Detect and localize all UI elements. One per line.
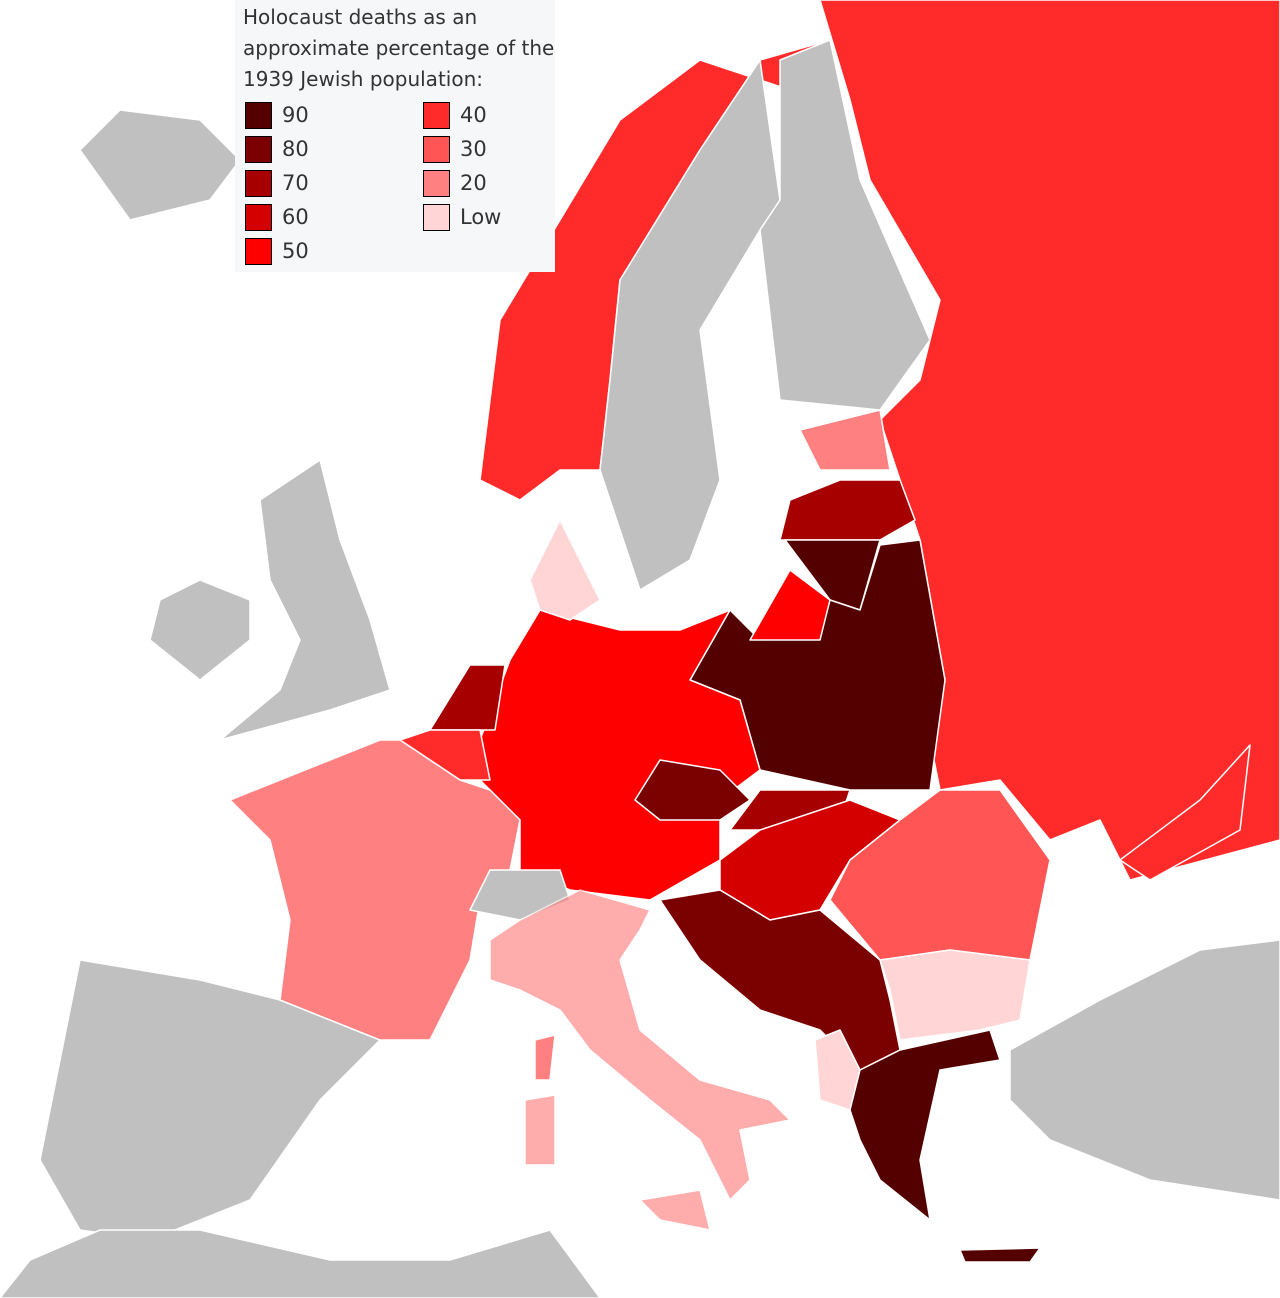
legend-item: Low — [423, 203, 501, 231]
legend-swatch — [423, 101, 450, 129]
legend-item: 80 — [245, 135, 309, 163]
turkey — [1009, 939, 1280, 1201]
bohemia-moravia — [634, 759, 751, 821]
britain — [219, 459, 391, 741]
legend-swatch — [245, 237, 272, 265]
legend-label: 50 — [282, 239, 309, 263]
legend-item: 30 — [423, 135, 487, 163]
legend-label: 40 — [460, 103, 487, 127]
latvia — [779, 479, 916, 541]
legend-swatch — [423, 169, 450, 197]
legend-label: 60 — [282, 205, 309, 229]
estonia — [799, 409, 891, 471]
legend-item: 20 — [423, 169, 487, 197]
yugoslavia — [659, 889, 901, 1071]
sicily — [639, 1189, 711, 1231]
east-prussia — [749, 569, 831, 641]
legend-item: 90 — [245, 101, 309, 129]
legend-swatch — [245, 135, 272, 163]
legend-swatch — [423, 203, 450, 231]
bulgaria — [879, 949, 1031, 1041]
legend-swatch — [245, 203, 272, 231]
north-africa — [0, 1229, 601, 1298]
legend-swatch — [423, 135, 450, 163]
sardinia — [524, 1094, 556, 1166]
italy — [489, 889, 791, 1201]
iceland — [79, 109, 241, 221]
legend-label: 20 — [460, 171, 487, 195]
finland — [759, 39, 931, 411]
crete — [959, 1247, 1041, 1263]
legend-items: 90 80 70 60 50 40 30 20 Low — [243, 101, 547, 271]
legend-item: 40 — [423, 101, 487, 129]
corsica — [534, 1034, 556, 1081]
legend-label: 70 — [282, 171, 309, 195]
legend: Holocaust deaths as an approximate perce… — [235, 0, 555, 272]
france — [229, 739, 521, 1041]
legend-swatch — [245, 169, 272, 197]
legend-label: Low — [460, 205, 502, 229]
greece — [849, 1029, 1001, 1221]
legend-swatch — [245, 101, 272, 129]
denmark — [529, 519, 601, 621]
germany-austria — [479, 609, 761, 901]
ireland — [149, 579, 251, 681]
legend-item: 60 — [245, 203, 309, 231]
legend-item: 50 — [245, 237, 309, 265]
legend-label: 30 — [460, 137, 487, 161]
legend-title: Holocaust deaths as an approximate perce… — [243, 5, 555, 91]
legend-label: 90 — [282, 103, 309, 127]
netherlands — [429, 664, 506, 731]
legend-item: 70 — [245, 169, 309, 197]
legend-label: 80 — [282, 137, 309, 161]
crimea — [1119, 744, 1251, 881]
